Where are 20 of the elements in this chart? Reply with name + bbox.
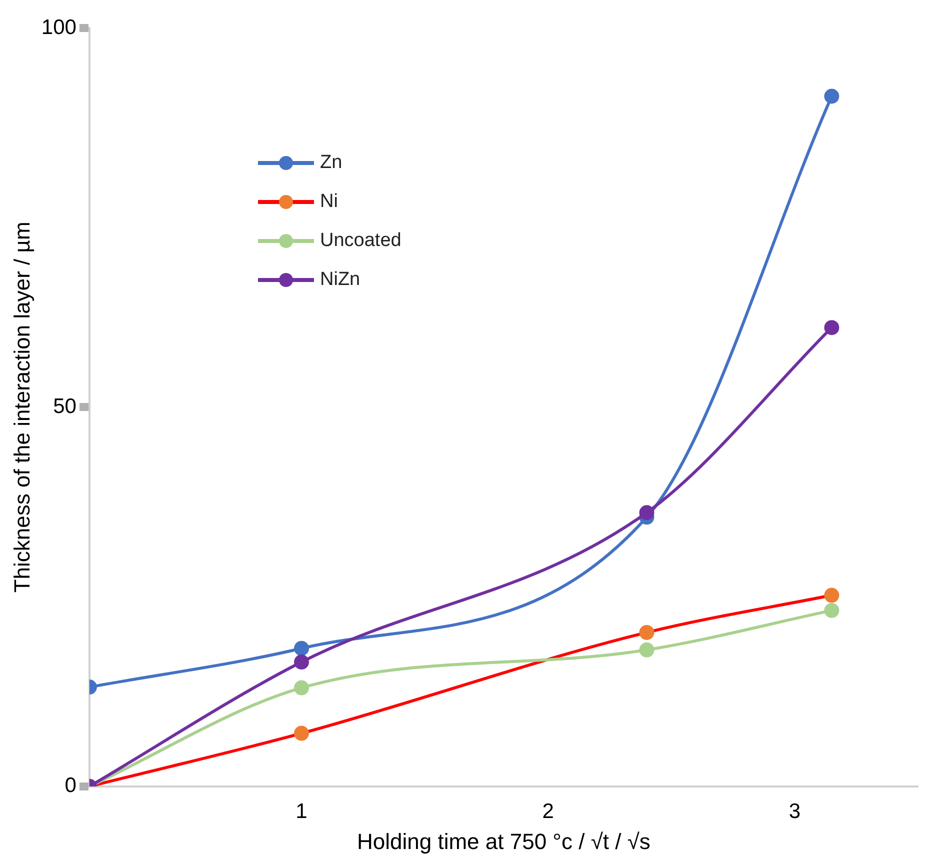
x-tick-label: 3: [788, 800, 801, 823]
y-axis-title: Thickness of the interaction layer / µm: [9, 222, 34, 593]
y-tick-label: 100: [41, 16, 76, 39]
point: [824, 320, 840, 336]
point: [294, 654, 310, 670]
x-axis-title: Holding time at 750 °c / √t / √s: [357, 828, 650, 854]
legend-label: NiZn: [320, 268, 360, 290]
legend-label: Ni: [320, 190, 338, 212]
y-tick-label: 50: [53, 394, 76, 418]
x-tick-label: 1: [296, 800, 308, 823]
point: [294, 640, 310, 656]
legend-label: Uncoated: [320, 230, 402, 252]
point: [294, 680, 310, 696]
point: [824, 88, 840, 104]
point: [639, 642, 654, 658]
point: [824, 602, 840, 618]
point: [639, 505, 654, 520]
legend-label: Zn: [320, 152, 342, 174]
y-tick-label: 0: [64, 774, 76, 798]
x-tick-label: 2: [542, 800, 554, 823]
